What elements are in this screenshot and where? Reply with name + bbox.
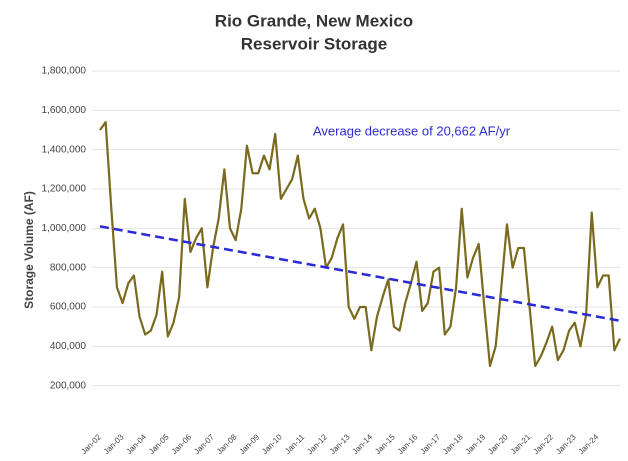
x-tick-label: Jan-07	[192, 432, 216, 456]
x-tick-label: Jan-20	[486, 432, 510, 456]
x-tick-label: Jan-02	[79, 432, 103, 456]
x-tick-label: Jan-03	[102, 432, 126, 456]
x-tick-label: Jan-23	[554, 432, 578, 456]
x-tick-label: Jan-11	[283, 432, 307, 456]
y-tick-label: 200,000	[50, 380, 87, 391]
y-tick-label: 400,000	[50, 341, 87, 352]
x-tick-label: Jan-21	[509, 432, 533, 456]
trend-line	[99, 225, 621, 322]
y-axis-label: Storage Volume (AF)	[22, 191, 36, 309]
x-tick-label: Jan-08	[215, 432, 239, 456]
y-tick-label: 1,400,000	[42, 144, 87, 155]
x-tick-label: Jan-12	[305, 432, 329, 456]
chart-subtitle: Reservoir Storage	[241, 34, 387, 53]
chart-title: Rio Grande, New Mexico	[215, 11, 413, 30]
y-tick-label: 800,000	[50, 262, 87, 273]
annotation: Average decrease of 20,662 AF/yr	[313, 123, 511, 138]
x-tick-label: Jan-16	[396, 432, 420, 456]
x-tick-label: Jan-19	[464, 432, 488, 456]
x-tick-label: Jan-05	[147, 432, 171, 456]
x-tick-label: Jan-14	[351, 432, 375, 456]
y-tick-label: 1,200,000	[42, 184, 87, 195]
x-tick-label: Jan-15	[373, 432, 397, 456]
x-tick-label: Jan-13	[328, 432, 352, 456]
y-tick-label: 1,800,000	[42, 66, 87, 77]
y-tick-label: 600,000	[50, 302, 87, 313]
y-tick-label: 1,000,000	[42, 223, 87, 234]
x-tick-label: Jan-09	[238, 432, 262, 456]
y-tick-label: 1,600,000	[42, 105, 87, 116]
x-tick-label: Jan-10	[260, 432, 284, 456]
data-line	[99, 121, 621, 368]
x-tick-label: Jan-06	[170, 432, 194, 456]
x-tick-label: Jan-18	[441, 432, 465, 456]
x-tick-label: Jan-24	[577, 432, 601, 456]
x-tick-label: Jan-17	[418, 432, 442, 456]
x-tick-label: Jan-22	[531, 432, 555, 456]
x-tick-label: Jan-04	[124, 432, 148, 456]
